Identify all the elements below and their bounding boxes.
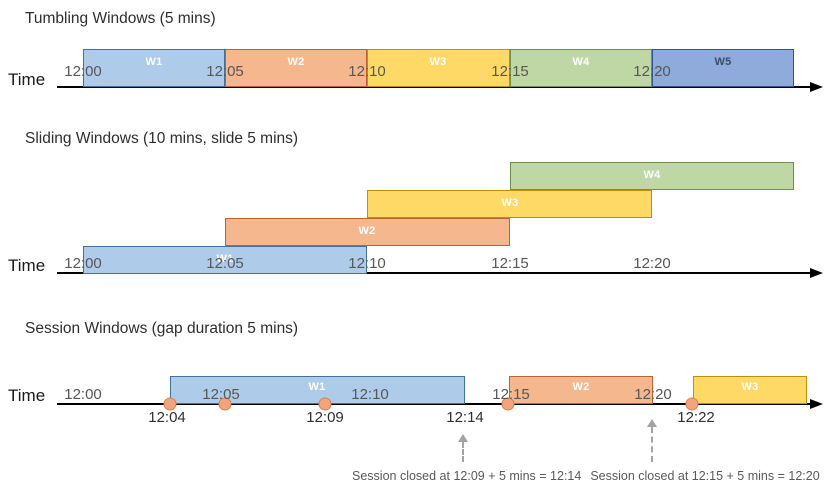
- session-tick-1205: 12:05: [202, 386, 240, 403]
- event-dot-1204: [163, 397, 177, 411]
- sliding-tick-1205: 12:05: [206, 255, 244, 272]
- session-tick-1215: 12:15: [492, 386, 530, 403]
- sliding-window-w1: [83, 246, 367, 274]
- sliding-window-w1-label: W1: [216, 253, 234, 265]
- session-axis-arrowhead-icon: [810, 399, 823, 409]
- session-window-w2-label: W2: [572, 381, 590, 393]
- tumbling-window-w5: [652, 49, 794, 87]
- tumbling-window-w1: [83, 49, 225, 87]
- tumbling-window-w3-label: W3: [429, 56, 447, 68]
- event-dot-1209: [318, 397, 332, 411]
- sliding-window-w4-label: W4: [643, 169, 661, 181]
- sliding-tick-1210: 12:10: [348, 255, 386, 272]
- event-time-label-1222: 12:22: [677, 409, 715, 426]
- annotation-arrow-up-icon: [458, 434, 468, 442]
- event-time-label-1204: 12:04: [148, 409, 186, 426]
- tumbling-window-w1-label: W1: [145, 56, 163, 68]
- session-tick-1210: 12:10: [351, 386, 389, 403]
- tumbling-window-w5-label: W5: [714, 56, 732, 68]
- tumbling-tick-1220: 12:20: [633, 63, 671, 80]
- event-time-label-1214: 12:14: [446, 409, 484, 426]
- tumbling-tick-1205: 12:05: [206, 63, 244, 80]
- session-section-title: Session Windows (gap duration 5 mins): [25, 320, 299, 337]
- tumbling-section-title: Tumbling Windows (5 mins): [25, 10, 216, 27]
- sliding-tick-1220: 12:20: [633, 255, 671, 272]
- sliding-window-w2-label: W2: [358, 225, 376, 237]
- sliding-window-w3-label: W3: [501, 197, 519, 209]
- session-closed-annotation-1: Session closed at 12:09 + 5 mins = 12:14: [352, 469, 582, 483]
- session-window-w3: [693, 376, 807, 404]
- annotation-arrow-up-icon: [647, 419, 657, 427]
- sliding-window-w3: [367, 190, 652, 218]
- tumbling-time-axis: [57, 86, 810, 88]
- event-time-label-1209: 12:09: [306, 409, 344, 426]
- sliding-tick-1200: 12:00: [64, 255, 102, 272]
- tumbling-tick-1200: 12:00: [64, 63, 102, 80]
- session-tick-1200: 12:00: [64, 386, 102, 403]
- annotation-arrow-line: [462, 442, 464, 462]
- tumbling-time-axis-label: Time: [8, 70, 46, 89]
- event-dot-1205: [218, 397, 232, 411]
- tumbling-tick-1215: 12:15: [491, 63, 529, 80]
- session-tick-1220: 12:20: [634, 386, 672, 403]
- tumbling-window-w3: [367, 49, 510, 87]
- tumbling-tick-1210: 12:10: [348, 63, 386, 80]
- sliding-time-axis: [57, 272, 810, 274]
- sliding-time-axis-label: Time: [8, 256, 46, 275]
- session-closed-annotation-2: Session closed at 12:15 + 5 mins = 12:20: [590, 469, 820, 483]
- sliding-tick-1215: 12:15: [491, 255, 529, 272]
- event-dot-1222: [685, 397, 699, 411]
- session-window-w3-label: W3: [741, 381, 759, 393]
- sliding-axis-arrowhead-icon: [810, 268, 823, 278]
- sliding-window-w4: [510, 162, 794, 190]
- tumbling-axis-arrowhead-icon: [810, 82, 823, 92]
- annotation-arrow-line: [651, 427, 653, 462]
- session-window-w1-label: W1: [308, 381, 326, 393]
- session-window-w2: [509, 376, 653, 404]
- sliding-section-title: Sliding Windows (10 mins, slide 5 mins): [25, 130, 299, 147]
- session-time-axis: [57, 403, 810, 405]
- tumbling-window-w4: [510, 49, 652, 87]
- sliding-window-w2: [225, 218, 510, 246]
- session-time-axis-label: Time: [8, 386, 46, 405]
- tumbling-window-w2-label: W2: [287, 56, 305, 68]
- event-dot-1215: [501, 397, 515, 411]
- tumbling-window-w2: [225, 49, 367, 87]
- tumbling-window-w4-label: W4: [572, 56, 590, 68]
